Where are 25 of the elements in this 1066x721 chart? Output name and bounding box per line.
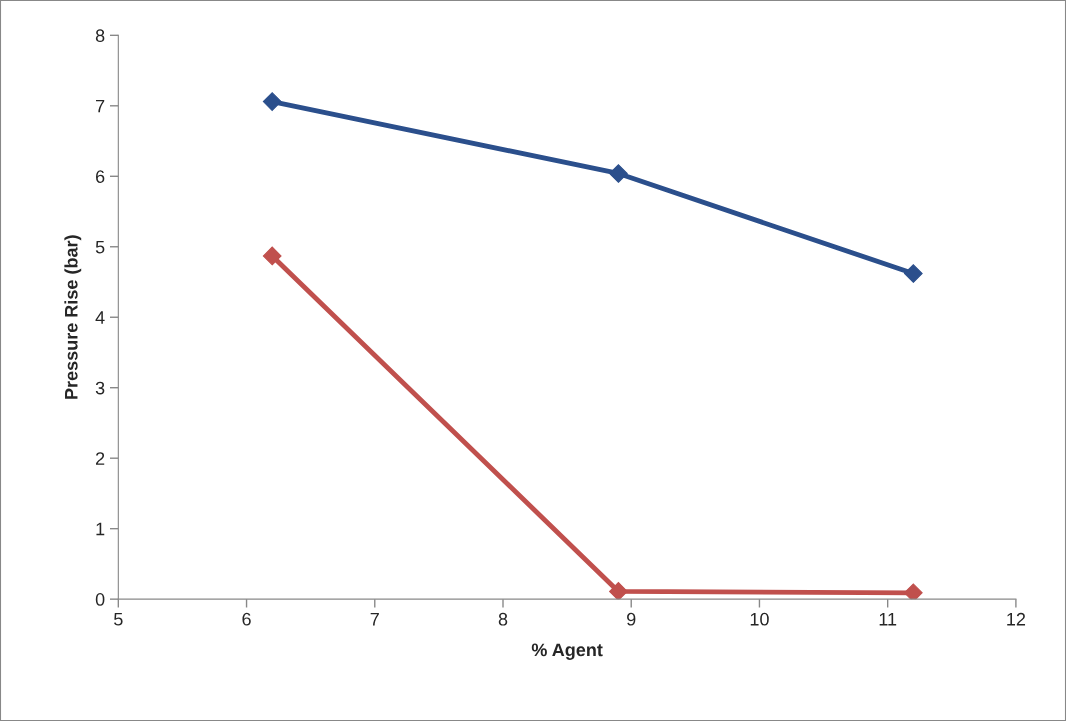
y-tick-label: 1 — [96, 522, 105, 536]
point — [903, 264, 923, 283]
x-tick-label: 6 — [242, 612, 251, 626]
x-tick-label: 12 — [1007, 612, 1026, 626]
x-axis-title: % Agent — [531, 643, 603, 660]
y-tick-label: 6 — [96, 170, 105, 183]
x-tick-label: 10 — [750, 612, 769, 626]
point — [262, 92, 282, 111]
x-tick-label: 7 — [370, 613, 379, 626]
y-tick-label: 2 — [96, 452, 105, 465]
point — [903, 583, 923, 600]
point — [262, 246, 282, 266]
x-tick-label: 9 — [627, 612, 636, 626]
x-tick-label: 5 — [114, 613, 123, 626]
x-tick-label: 11 — [879, 613, 897, 626]
y-tick-label: 5 — [95, 240, 105, 254]
point — [609, 582, 628, 600]
y-tick-label: 3 — [95, 381, 105, 395]
point — [609, 164, 628, 183]
y-axis-title: Pressure Rise (bar) — [64, 235, 82, 399]
y-tick-label: 4 — [95, 311, 105, 324]
y-tick-label: 8 — [95, 29, 105, 43]
x-tick-label: 8 — [498, 612, 508, 626]
y-tick-label: 7 — [96, 99, 105, 113]
y-tick-label: 0 — [95, 593, 105, 606]
